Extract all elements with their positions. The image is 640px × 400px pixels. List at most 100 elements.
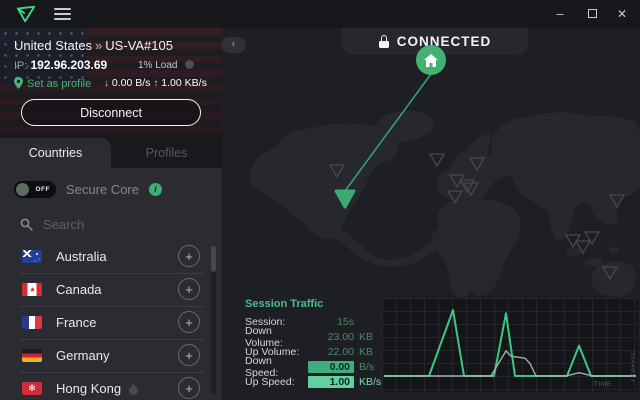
tab-countries[interactable]: Countries — [0, 138, 111, 168]
home-profile-button[interactable] — [416, 45, 446, 75]
up-volume-row: Up Volume: 22.00 KB — [245, 344, 381, 359]
load-text: 1% Load — [138, 60, 178, 71]
set-as-profile-link[interactable]: Set as profile — [14, 77, 91, 90]
time-axis-label: TIME — [593, 382, 612, 388]
sidebar: United States» US-VA#105 ‹ IP: 192.96.203.… — [0, 28, 246, 400]
country-name: France — [56, 315, 97, 330]
create-profile-button[interactable]: + — [178, 344, 200, 366]
connection-header: United States» US-VA#105 ‹ IP: 192.96.203.… — [0, 28, 246, 138]
titlebar: – ✕ — [0, 0, 640, 28]
maximize-icon — [587, 9, 597, 18]
maximize-button[interactable] — [578, 0, 606, 28]
session-value: 15s — [337, 315, 354, 328]
status-label: CONNECTED — [396, 34, 492, 49]
speed-indicators: ↓ 0.00 B/s ↑ 1.00 KB/s — [104, 77, 207, 89]
country-list-scrollbar[interactable] — [211, 246, 216, 394]
up-speed-label: Up Speed: — [245, 375, 295, 388]
france-flag-icon — [22, 316, 42, 329]
traffic-graph: TIME TRAFFIC — [382, 298, 638, 392]
country-name: Germany — [56, 348, 110, 363]
country-row-france[interactable]: France + — [0, 306, 222, 339]
separator: » — [95, 38, 103, 53]
load-indicator-icon — [185, 60, 195, 69]
country-name: Hong Kong — [56, 381, 122, 396]
session-traffic-panel: Session Traffic Session: 15s Down Volume… — [245, 298, 381, 389]
hong-kong-flag-icon: ✻ — [22, 382, 42, 395]
connected-server-marker-icon — [334, 189, 356, 209]
down-volume-unit: KB — [359, 330, 374, 343]
server-load: 1% Load — [138, 60, 195, 71]
ip-label: IP: — [14, 60, 28, 72]
set-as-profile-label: Set as profile — [27, 78, 92, 90]
lock-icon — [378, 35, 389, 48]
ip-row: IP: 192.96.203.69 — [14, 58, 107, 72]
search-bar — [20, 212, 200, 236]
secure-core-toggle[interactable]: OFF — [14, 180, 56, 198]
scrollbar-thumb[interactable] — [211, 246, 216, 272]
minimize-button[interactable]: – — [556, 6, 564, 21]
down-arrow-icon: ↓ — [104, 78, 109, 89]
country-row-australia[interactable]: Australia + — [0, 240, 222, 273]
protonvpn-logo-icon — [16, 5, 36, 23]
up-arrow-icon: ↑ — [153, 78, 159, 89]
create-profile-button[interactable]: + — [178, 278, 200, 300]
session-traffic-title: Session Traffic — [245, 298, 324, 310]
continents — [250, 110, 640, 298]
toggle-knob — [16, 182, 29, 196]
tab-profiles[interactable]: Profiles — [145, 146, 188, 160]
traffic-graph-lines — [384, 309, 636, 377]
up-speed-unit: KB/s — [359, 375, 382, 388]
country-list: Australia + Canada + France + Germany + — [0, 240, 222, 400]
australia-flag-icon — [22, 250, 42, 263]
ip-address: 192.96.203.69 — [30, 58, 108, 72]
server-label: US-VA#105 — [105, 38, 173, 53]
germany-flag-icon — [22, 349, 42, 362]
up-volume-label: Up Volume: — [245, 345, 300, 358]
up-volume-unit: KB — [359, 345, 374, 358]
canada-flag-icon — [22, 283, 42, 296]
country-row-canada[interactable]: Canada + — [0, 273, 222, 306]
up-volume-value: 22.00 — [327, 345, 354, 358]
menu-icon[interactable] — [54, 8, 71, 20]
connection-status-banner: CONNECTED — [342, 28, 528, 55]
country-row-germany[interactable]: Germany + — [0, 339, 222, 372]
collapse-sidebar-button[interactable]: ‹ — [221, 37, 246, 53]
tor-icon — [129, 382, 139, 395]
map-pin-icon — [14, 77, 23, 89]
down-speed-label: Down Speed: — [245, 354, 279, 379]
down-speed-row: Down Speed: 0.00 B/s — [245, 355, 381, 379]
down-volume-value: 23.00 — [327, 330, 354, 343]
secure-core-row: OFF Secure Core i — [14, 180, 162, 198]
search-input[interactable] — [43, 216, 183, 232]
toggle-state-label: OFF — [35, 185, 50, 193]
up-speed-row: Up Speed: 1.00 KB/s — [245, 374, 381, 389]
create-profile-button[interactable]: + — [178, 311, 200, 333]
server-title: United States» US-VA#105 — [14, 38, 173, 53]
us-flag-background — [0, 28, 222, 138]
traffic-axis-label: TRAFFIC — [631, 349, 637, 382]
home-icon — [424, 53, 438, 67]
down-volume-label: Down Volume: — [245, 324, 283, 349]
up-rate: 1.00 KB/s — [161, 77, 207, 89]
search-icon — [20, 218, 33, 231]
create-profile-button[interactable]: + — [178, 245, 200, 267]
country-label: United States — [14, 38, 93, 53]
country-name: Australia — [56, 249, 107, 264]
country-row-hong-kong[interactable]: ✻ Hong Kong + — [0, 372, 222, 400]
world-map: CONNECTED Session Traffic Session: 15s D… — [222, 28, 640, 400]
tab-bar: Countries Profiles — [0, 138, 222, 168]
server-marker-icons — [328, 153, 626, 281]
country-name: Canada — [56, 282, 102, 297]
session-label: Session: — [245, 315, 286, 328]
session-row: Session: 15s — [245, 314, 381, 329]
map-canvas — [250, 73, 640, 298]
countries-panel: OFF Secure Core i Australia + — [0, 168, 222, 400]
create-profile-button[interactable]: + — [178, 377, 200, 399]
down-speed-unit: B/s — [359, 360, 375, 373]
down-rate: 0.00 B/s — [111, 77, 151, 89]
info-icon[interactable]: i — [148, 182, 162, 196]
connection-line — [344, 73, 432, 192]
close-button[interactable]: ✕ — [616, 7, 628, 21]
disconnect-button[interactable]: Disconnect — [21, 99, 201, 126]
up-speed-value: 1.00 — [308, 375, 354, 388]
